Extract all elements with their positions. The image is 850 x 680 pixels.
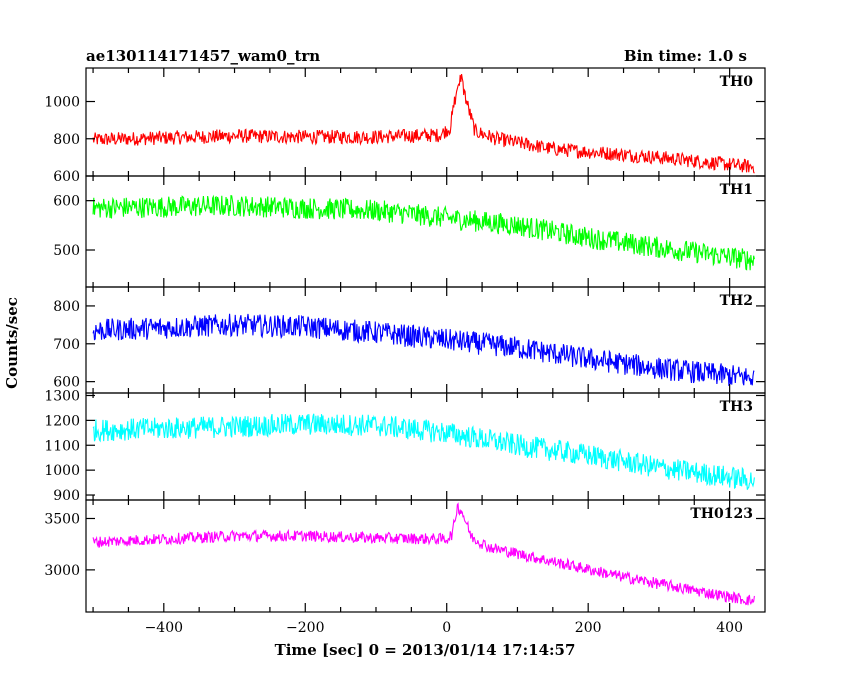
series-line-th0123 [92, 502, 755, 606]
y-tick-label-th0123: 3500 [44, 511, 80, 527]
x-tick-label: 0 [442, 620, 451, 636]
y-tick-label-th2: 800 [53, 299, 80, 315]
panel-label-th0123: TH0123 [690, 506, 753, 522]
panel-label-th0: TH0 [720, 74, 754, 90]
panel-label-th1: TH1 [720, 182, 753, 198]
y-tick-label-th1: 600 [53, 194, 80, 210]
y-tick-label-th2: 700 [53, 337, 80, 353]
panel-frame-th3 [85, 392, 766, 501]
panel-label-th2: TH2 [720, 293, 753, 309]
x-axis-label: Time [sec] 0 = 2013/01/14 17:14:57 [275, 641, 576, 659]
bin-time-label: Bin time: 1.0 s [624, 47, 747, 65]
y-axis-label: Counts/sec [3, 297, 21, 389]
y-tick-label-th0: 600 [53, 169, 80, 185]
y-tick-label-th3: 1200 [44, 413, 80, 429]
y-tick-label-th3: 1300 [44, 388, 80, 404]
panels-group: 600 800 1000 TH0 500 600 TH1 600 700 800 TH2 900 100… [44, 67, 766, 636]
y-tick-label-th2: 600 [53, 375, 80, 391]
y-tick-label-th3: 900 [53, 488, 80, 504]
y-tick-label-th3: 1100 [44, 438, 80, 454]
series-line-th0 [92, 73, 755, 174]
x-tick-label: −400 [145, 620, 183, 636]
series-line-th1 [92, 194, 755, 271]
x-tick-label: −200 [286, 620, 324, 636]
panel-frame-th1 [85, 175, 766, 288]
y-tick-label-th0: 800 [53, 132, 80, 148]
series-line-th3 [92, 413, 755, 490]
y-tick-label-th1: 500 [53, 243, 80, 259]
panel-frame-th0123 [85, 499, 766, 613]
x-tick-label: 400 [716, 620, 743, 636]
y-tick-label-th0123: 3000 [44, 563, 80, 579]
chart-title: ae130114171457_wam0_trn [86, 47, 320, 65]
y-tick-label-th0: 1000 [44, 95, 80, 111]
x-tick-label: 200 [575, 620, 602, 636]
panel-label-th3: TH3 [720, 399, 753, 415]
y-tick-label-th3: 1000 [44, 463, 80, 479]
series-line-th2 [92, 313, 755, 386]
